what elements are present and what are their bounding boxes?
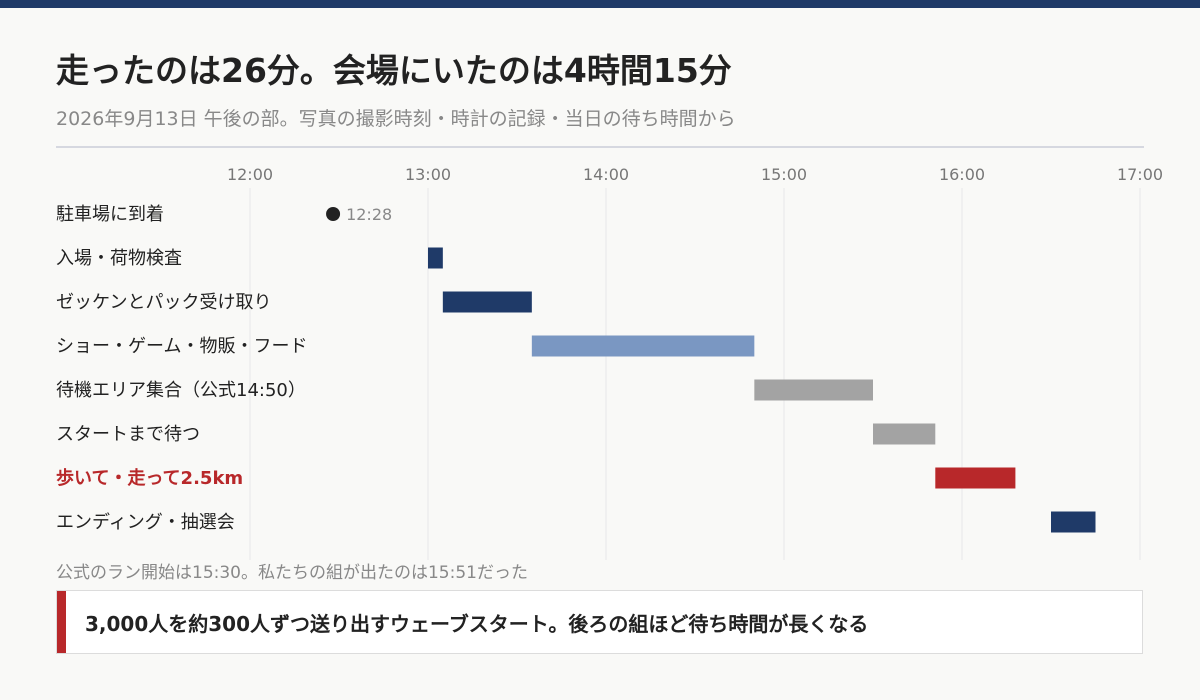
row-label: 入場・荷物検査 [56,248,182,269]
page-title: 走ったのは26分。会場にいたのは4時間15分 [56,51,732,90]
timeline-chart: 12:00 13:00 14:00 15:00 16:00 17:00 駐車場に到着 12:2… [56,165,1163,560]
row-label: エンディング・抽選会 [56,512,235,533]
x-tick-label: 15:00 [761,165,807,184]
x-tick-label: 12:00 [227,165,273,184]
x-tick-label: 17:00 [1117,165,1163,184]
timeline-bar [442,291,532,313]
row-label: 歩いて・走って2.5km [56,468,243,489]
callout-box: 3,000人を約300人ずつ送り出すウェーブスタート。後ろの組ほど待ち時間が長く… [56,590,1143,654]
row-label: スタートまで待つ [56,424,200,445]
row-label: ショー・ゲーム・物販・フード [56,336,307,357]
arrival-time-label: 12:28 [346,205,392,224]
timeline-bar [935,467,1016,489]
callout-accent-bar [57,591,66,653]
header-divider [56,146,1144,148]
timeline-bar [531,335,755,357]
timeline-bar [754,379,873,401]
chart-footnote: 公式のラン開始は15:30。私たちの組が出たのは15:51だった [56,563,528,583]
x-tick-label: 13:00 [405,165,451,184]
x-tick-label: 16:00 [939,165,985,184]
row-label: ゼッケンとパック受け取り [56,292,271,313]
callout-text: 3,000人を約300人ずつ送り出すウェーブスタート。後ろの組ほど待ち時間が長く… [85,612,869,636]
row-label: 駐車場に到着 [56,204,164,225]
row-label: 待機エリア集合（公式14:50） [56,380,306,401]
timeline-bar [1051,511,1096,533]
timeline-bar [873,423,936,445]
x-tick-label: 14:00 [583,165,629,184]
top-accent-bar [0,0,1200,8]
arrival-marker [326,207,341,221]
timeline-bar [428,247,443,269]
page-subtitle: 2026年9月13日 午後の部。写真の撮影時刻・時計の記録・当日の待ち時間から [56,108,736,130]
